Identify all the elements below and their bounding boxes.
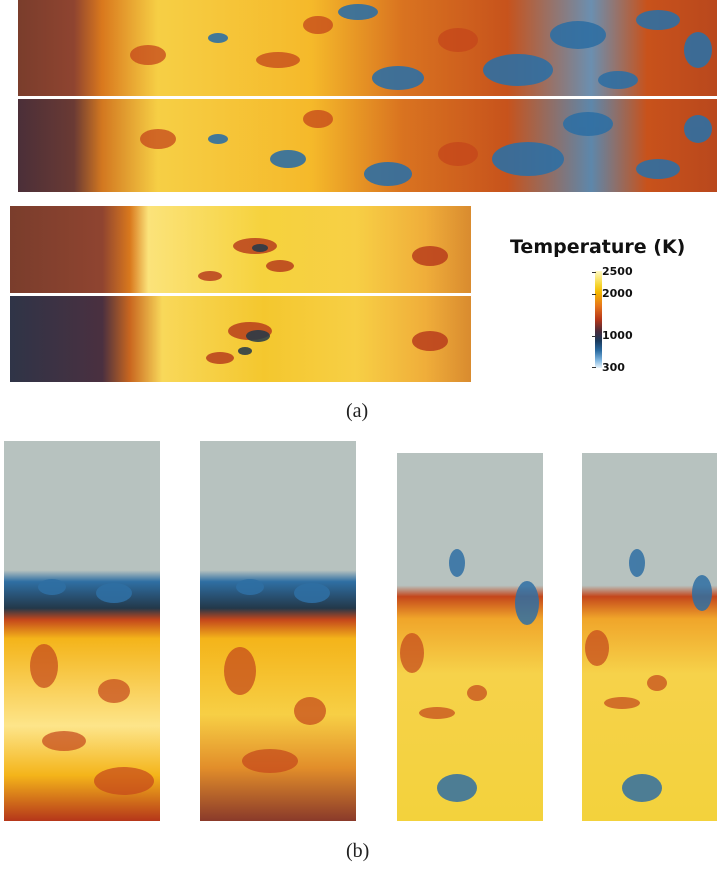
colorbar-tick — [592, 294, 596, 295]
field-a1-lower — [18, 99, 717, 192]
colorbar-tick-label: 2000 — [602, 287, 633, 300]
colorbar-tick-label: 2500 — [602, 265, 633, 278]
field-b2 — [200, 441, 356, 821]
caption-b: (b) — [346, 840, 370, 862]
caption-a: (a) — [346, 400, 369, 422]
field-b1 — [4, 441, 160, 821]
separator-line — [18, 96, 717, 99]
colorbar-tick-label: 300 — [602, 361, 625, 374]
field-b4 — [582, 453, 717, 821]
field-a2-lower — [10, 296, 471, 382]
colorbar-tick — [592, 272, 596, 273]
field-a1-upper — [18, 0, 717, 96]
colorbar — [595, 271, 602, 368]
colorbar-tick — [592, 367, 596, 368]
colorbar-tick-label: 1000 — [602, 329, 633, 342]
field-a2-upper — [10, 206, 471, 293]
colorbar-tick — [592, 336, 596, 337]
separator-line — [10, 293, 471, 296]
field-b3 — [397, 453, 543, 821]
colorbar-title: Temperature (K) — [510, 236, 686, 258]
